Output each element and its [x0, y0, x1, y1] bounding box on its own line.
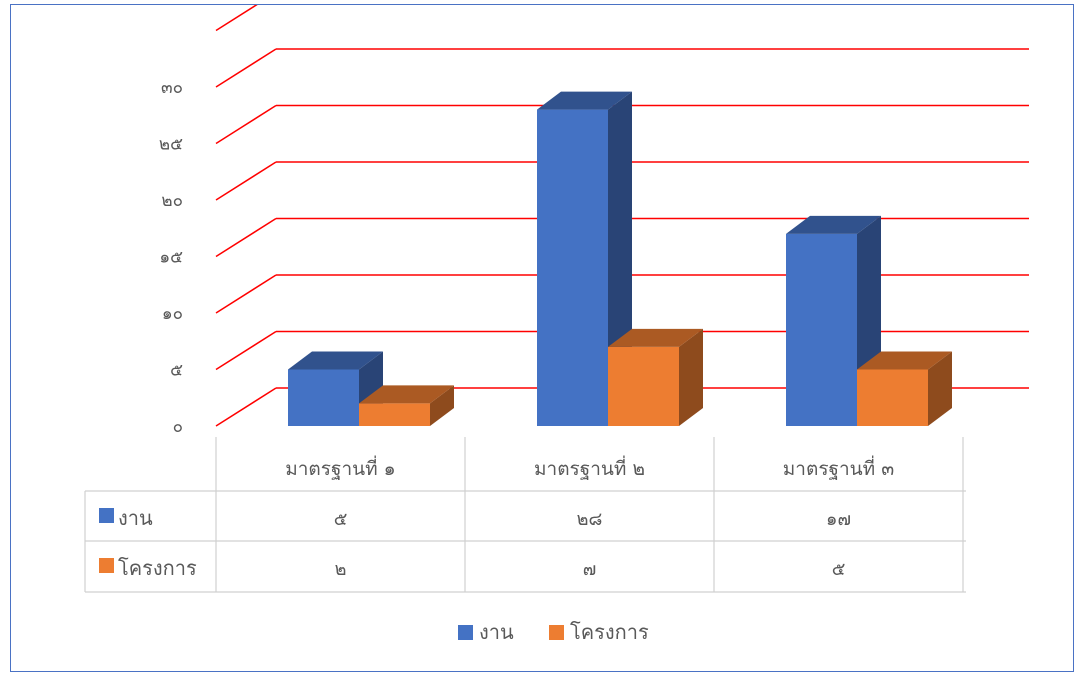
category-label: มาตรฐานที่ ๒	[534, 455, 645, 480]
bar-top	[537, 91, 632, 110]
legend-label: งาน	[479, 620, 514, 644]
bar-khrongkan-1	[359, 385, 454, 426]
category-label: มาตรฐานที่ ๓	[783, 455, 894, 480]
gridline-diagonal	[215, 217, 277, 258]
table-series-name: งาน	[118, 506, 153, 530]
chart-frame: ๐๕๑๐ ๑๕ ๒๐ ๒๕ ๓๐ มาตรฐานที่ ๑มาตรฐานที่ ๒มาต…	[10, 4, 1074, 672]
legend-entry: งาน	[458, 620, 514, 644]
bar-top	[288, 351, 383, 370]
y-tick-label: ๑๐	[162, 304, 183, 324]
legend-label: โครงการ	[570, 620, 649, 644]
gridline-top	[215, 5, 258, 32]
gridline-diagonal	[215, 5, 258, 32]
gridline-diagonal	[215, 161, 277, 201]
y-tick-label: ๒๕	[159, 135, 183, 155]
bar-top	[359, 385, 454, 404]
gridline-diagonal	[215, 104, 277, 145]
y-tick-label: ๕	[170, 361, 183, 381]
table-legend-key	[99, 508, 114, 523]
table-value: ๕	[832, 559, 846, 580]
table-series-name: โครงการ	[118, 556, 197, 580]
y-tick-label: ๓๐	[161, 78, 183, 98]
bar-ngan-1	[288, 351, 383, 426]
y-tick-label: ๑๕	[159, 248, 183, 268]
legend-entry: โครงการ	[549, 620, 649, 644]
table-legend-key	[99, 558, 114, 573]
gridline-diagonal	[215, 330, 277, 371]
data-table: มาตรฐานที่ ๑มาตรฐานที่ ๒มาตรฐานที่ ๓งาน๕…	[84, 437, 966, 593]
bar-front	[608, 346, 679, 426]
bar-khrongkan-3	[857, 351, 952, 426]
y-tick-label: ๒๐	[161, 191, 183, 211]
bars	[288, 91, 952, 426]
y-axis-ticks: ๐ ๕ ๑๐ ๑๕ ๒๐ ๒๕ ๓๐	[159, 78, 183, 437]
gridline-15	[215, 217, 1029, 258]
gridline-30	[215, 48, 1029, 88]
table-value: ๗	[583, 559, 597, 580]
bar-side	[430, 385, 454, 426]
bar-front	[288, 369, 359, 426]
bar-front	[857, 369, 928, 426]
bar-front	[359, 403, 430, 426]
table-value: ๒	[335, 559, 347, 580]
bar-top	[857, 351, 952, 370]
table-value: ๒๘	[577, 509, 603, 530]
table-value: ๕	[334, 509, 348, 530]
gridline-diagonal	[215, 274, 277, 314]
bar-side	[679, 328, 703, 426]
gridline-20	[215, 161, 1029, 201]
gridline-25	[215, 104, 1029, 145]
legend-key	[458, 625, 473, 640]
gridline-10	[215, 274, 1029, 314]
bar-top	[608, 328, 703, 347]
gridline-diagonal	[215, 387, 277, 427]
bar-khrongkan-2	[608, 328, 703, 426]
gridline-diagonal	[215, 48, 277, 88]
bar-top	[786, 215, 881, 234]
category-label: มาตรฐานที่ ๑	[285, 455, 396, 480]
table-value: ๑๗	[826, 509, 851, 530]
bar-front	[786, 233, 857, 426]
chart-svg: ๐๕๑๐๑๕๒๐๒๕๓๐ มาตรฐานที่ ๑มาตรฐานที่ ๒มาต…	[84, 5, 1029, 644]
bar-side	[928, 351, 952, 426]
bar-front	[537, 109, 608, 426]
legend-key	[549, 625, 564, 640]
y-tick-label: ๐	[173, 417, 183, 437]
legend: งาน โครงการ	[458, 620, 649, 644]
